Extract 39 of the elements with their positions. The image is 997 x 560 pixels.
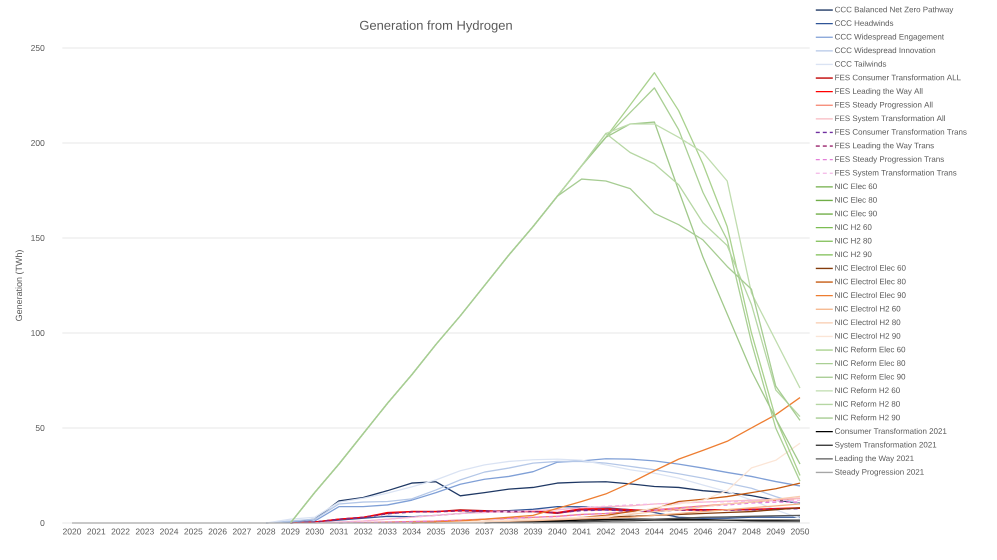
x-tick-label: 2022 (112, 528, 130, 534)
y-tick-label: 50 (36, 424, 44, 431)
x-tick-label: 2020 (63, 528, 82, 534)
x-tick-label: 2048 (742, 528, 761, 534)
x-tick-label: 2024 (160, 528, 178, 534)
x-tick-label: 2049 (766, 528, 785, 534)
x-tick-label: 2023 (136, 528, 154, 534)
y-tick-label: 0 (40, 520, 44, 526)
x-tick-label: 2021 (87, 528, 106, 534)
x-tick-label: 2029 (281, 528, 300, 534)
x-tick-label: 2042 (596, 528, 615, 534)
x-tick-label: 2025 (184, 528, 202, 534)
x-tick-label: 2038 (500, 528, 518, 534)
x-tick-label: 2033 (378, 528, 397, 534)
chart-title: Generation from Hydrogen (360, 20, 512, 32)
y-tick-label: 100 (31, 330, 44, 336)
x-tick-label: 2044 (645, 528, 664, 534)
x-tick-label: 2046 (694, 528, 712, 534)
y-tick-label: 250 (31, 44, 44, 51)
x-tick-label: 2043 (621, 528, 640, 534)
x-tick-label: 2031 (330, 528, 348, 534)
x-tick-label: 2050 (791, 528, 810, 534)
x-tick-label: 2047 (718, 528, 736, 534)
x-tick-label: 2041 (572, 528, 591, 534)
x-tick-label: 2030 (306, 528, 324, 534)
x-tick-label: 2028 (257, 528, 276, 534)
x-tick-label: 2039 (524, 528, 542, 534)
x-tick-label: 2040 (548, 528, 566, 534)
y-axis-title: Generation (TWh) (15, 250, 24, 321)
x-tick-label: 2027 (232, 528, 251, 534)
x-tick-label: 2034 (402, 528, 421, 534)
x-tick-label: 2037 (476, 528, 494, 534)
y-tick-label: 200 (31, 140, 44, 146)
x-tick-label: 2036 (451, 528, 470, 534)
x-tick-label: 2045 (670, 528, 688, 534)
y-tick-label: 150 (31, 234, 44, 241)
x-tick-label: 2026 (208, 528, 227, 534)
x-tick-label: 2032 (354, 528, 372, 534)
x-tick-label: 2035 (427, 528, 446, 534)
